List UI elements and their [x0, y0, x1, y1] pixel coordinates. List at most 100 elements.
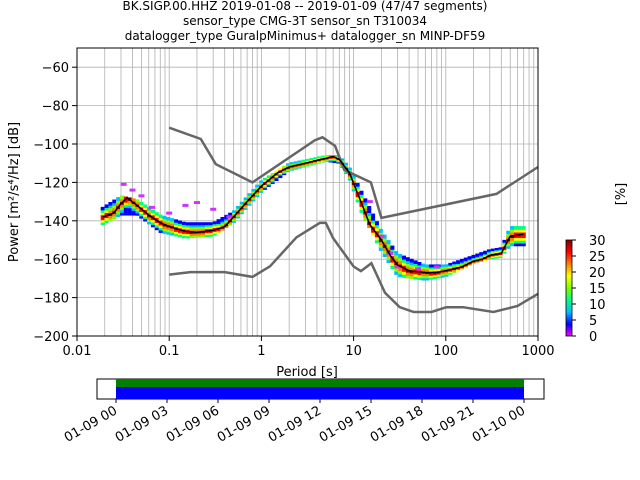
pdf-cell [498, 254, 503, 257]
pdf-cell [486, 250, 491, 254]
pdf-cell [490, 252, 495, 256]
pdf-cell [143, 213, 148, 217]
pdf-cell [351, 177, 356, 181]
pdf-cell [139, 201, 144, 206]
pdf-cell [112, 215, 117, 220]
pdf-cell [363, 216, 368, 221]
pdf-cell [398, 266, 403, 271]
pdf-cell [297, 160, 302, 163]
pdf-cell [150, 214, 155, 218]
pdf-outlier-cell [210, 207, 217, 211]
pdf-cell [363, 198, 368, 203]
pdf-cell [347, 176, 352, 179]
pdf-cell [181, 232, 186, 236]
pdf-cell [235, 207, 240, 211]
pdf-cell [459, 264, 464, 267]
pdf-cell [409, 264, 414, 268]
pdf-cell [425, 277, 430, 281]
pdf-cell [401, 267, 406, 272]
pdf-cell [355, 188, 360, 192]
pdf-cell [344, 162, 349, 166]
pdf-cell [386, 246, 391, 251]
pdf-cell [371, 225, 376, 230]
pdf-cell [378, 228, 383, 233]
pdf-cell [104, 206, 109, 211]
pdf-cell [120, 198, 125, 202]
pdf-cell [120, 211, 125, 216]
pdf-cell [483, 258, 488, 261]
pdf-cell [486, 252, 491, 255]
pdf-cell [220, 224, 225, 227]
pdf-cell [251, 197, 256, 200]
pdf-cell [344, 171, 349, 174]
pdf-cell [475, 260, 480, 263]
pdf-outlier-cell [394, 265, 401, 269]
grid [76, 48, 538, 337]
pdf-cell [448, 272, 453, 275]
pdf-cell [448, 264, 453, 268]
pdf-cell [177, 222, 182, 227]
pdf-cell [208, 224, 213, 228]
pdf-cell [247, 203, 252, 206]
pdf-cell [401, 261, 406, 266]
pdf-cell [297, 165, 302, 168]
pdf-cell [293, 165, 298, 168]
pdf-cell [359, 205, 364, 210]
pdf-cell [193, 232, 198, 236]
pdf-cell [235, 214, 240, 217]
pdf-cell [456, 260, 461, 263]
pdf-cell [382, 234, 387, 239]
pdf-cell [162, 227, 167, 232]
pdf-cell [193, 234, 198, 238]
pdf-cell [139, 213, 144, 217]
colorbar-strip [565, 239, 573, 337]
pdf-cell [490, 249, 495, 253]
colorbar-tick-label: 5 [589, 314, 597, 329]
pdf-cell [177, 227, 182, 231]
pdf-cell [135, 210, 140, 214]
pdf-cell [270, 181, 275, 184]
pdf-cell [208, 228, 213, 231]
pdf-cell [259, 183, 264, 187]
x-tick-label: 0.1 [159, 344, 180, 359]
pdf-cell [289, 166, 294, 169]
pdf-cell [228, 222, 233, 226]
pdf-cell [127, 209, 132, 214]
pdf-cell [398, 257, 403, 262]
pdf-cell [232, 211, 237, 215]
pdf-cell [193, 228, 198, 232]
colorbar-tick-label: 0 [589, 330, 597, 345]
pdf-cell [232, 213, 237, 217]
pdf-cell [409, 266, 414, 271]
pdf-cell [513, 237, 518, 241]
pdf-cell [494, 252, 499, 255]
pdf-cell [510, 231, 515, 236]
pdf-cell [174, 223, 179, 228]
x-axis-label: Period [s] [276, 365, 338, 380]
pdf-cell [510, 237, 515, 241]
coverage-tick-label: 01-09 06 [164, 403, 222, 445]
pdf-cell [189, 232, 194, 237]
pdf-cell [131, 212, 136, 216]
pdf-cell [448, 270, 453, 274]
pdf-cell [444, 274, 449, 277]
y-tick-label: −160 [33, 253, 69, 268]
pdf-cell [425, 264, 430, 268]
pdf-cell [108, 204, 113, 209]
pdf-cell [463, 262, 468, 265]
pdf-cell [475, 255, 480, 258]
pdf-cell [471, 258, 476, 261]
pdf-cell [220, 220, 225, 224]
x-tick-label: 1000 [521, 344, 554, 359]
pdf-cell [401, 273, 406, 278]
pdf-cell [143, 218, 148, 222]
pdf-cell [305, 158, 310, 161]
pdf-cell [158, 214, 163, 219]
title-line-3: datalogger_type GuralpMinimus+ datalogge… [125, 29, 486, 43]
pdf-cell [502, 241, 507, 245]
pdf-cell [204, 222, 209, 226]
pdf-cell [289, 168, 294, 171]
pdf-cell [429, 264, 434, 268]
pdf-cell [108, 214, 113, 219]
pdf-cell [201, 232, 206, 236]
